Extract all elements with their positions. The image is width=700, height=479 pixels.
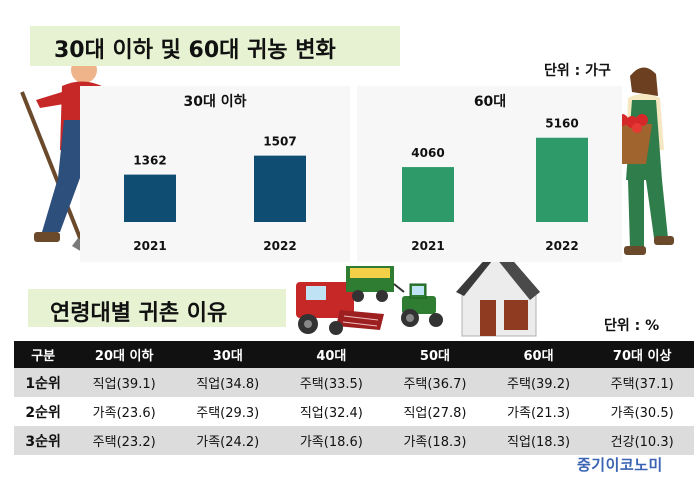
- table-cell: 가족(24.2): [175, 426, 280, 455]
- bar-value-label: 1507: [263, 135, 296, 149]
- unit-label-percent: 단위 : %: [604, 318, 660, 334]
- table-cell: 가족(30.5): [590, 397, 694, 426]
- table-row: 2순위 가족(23.6) 주택(29.3) 직업(32.4) 직업(27.8) …: [14, 397, 694, 426]
- header-cell: 70대 이상: [590, 341, 694, 368]
- bar: [402, 167, 454, 222]
- source-logo: 중기이코노미: [577, 456, 663, 474]
- table-cell: 직업(39.1): [72, 368, 176, 397]
- section-title: 연령대별 귀촌 이유: [28, 289, 286, 327]
- table-cell: 주택(33.5): [279, 368, 384, 397]
- rank-cell: 2순위: [14, 397, 73, 426]
- rank-cell: 3순위: [14, 426, 73, 455]
- header-cell: 60대: [486, 341, 591, 368]
- table-cell: 주택(36.7): [383, 368, 487, 397]
- reasons-table: 구분 20대 이하 30대 40대 50대 60대 70대 이상 1순위 직업(…: [14, 341, 694, 455]
- bar-value-label: 4060: [411, 146, 444, 160]
- x-tick-label: 2021: [411, 239, 444, 253]
- table-cell: 건강(10.3): [590, 426, 694, 455]
- table-header-row: 구분 20대 이하 30대 40대 50대 60대 70대 이상: [14, 341, 694, 368]
- combine-harvester-icon: [296, 282, 384, 335]
- header-cell: 50대: [383, 341, 487, 368]
- table-cell: 직업(18.3): [486, 426, 591, 455]
- table-cell: 가족(18.6): [279, 426, 384, 455]
- table-cell: 주택(39.2): [486, 368, 591, 397]
- table-cell: 가족(23.6): [72, 397, 176, 426]
- rank-cell: 1순위: [14, 368, 73, 397]
- table-cell: 직업(32.4): [279, 397, 384, 426]
- header-cell: 30대: [175, 341, 280, 368]
- tractor-with-trailer-icon: [346, 266, 443, 327]
- x-tick-label: 2022: [263, 239, 296, 253]
- table-cell: 가족(18.3): [383, 426, 487, 455]
- bar: [536, 137, 588, 222]
- chart-title: 30대 이하: [184, 93, 247, 110]
- header-cell: 20대 이하: [72, 341, 176, 368]
- unit-label-households: 단위 : 가구: [544, 63, 611, 79]
- table-cell: 직업(34.8): [175, 368, 280, 397]
- table-cell: 직업(27.8): [383, 397, 487, 426]
- chart-title: 60대: [474, 94, 506, 110]
- bar-value-label: 5160: [545, 117, 578, 131]
- bar: [254, 155, 306, 222]
- x-tick-label: 2022: [545, 239, 578, 253]
- header-cell: 40대: [279, 341, 384, 368]
- table-row: 3순위 주택(23.2) 가족(24.2) 가족(18.6) 가족(18.3) …: [14, 426, 694, 455]
- bar-value-label: 1362: [133, 154, 166, 168]
- table-cell: 주택(23.2): [72, 426, 176, 455]
- table-cell: 주택(37.1): [590, 368, 694, 397]
- table-cell: 가족(21.3): [486, 397, 591, 426]
- table-cell: 주택(29.3): [175, 397, 280, 426]
- header-cell: 구분: [14, 341, 73, 368]
- bar: [124, 174, 176, 222]
- table-row: 1순위 직업(39.1) 직업(34.8) 주택(33.5) 주택(36.7) …: [14, 368, 694, 397]
- farmhouse-icon: [456, 248, 540, 337]
- page-title: 30대 이하 및 60대 귀농 변화: [30, 26, 400, 66]
- x-tick-label: 2021: [133, 239, 166, 253]
